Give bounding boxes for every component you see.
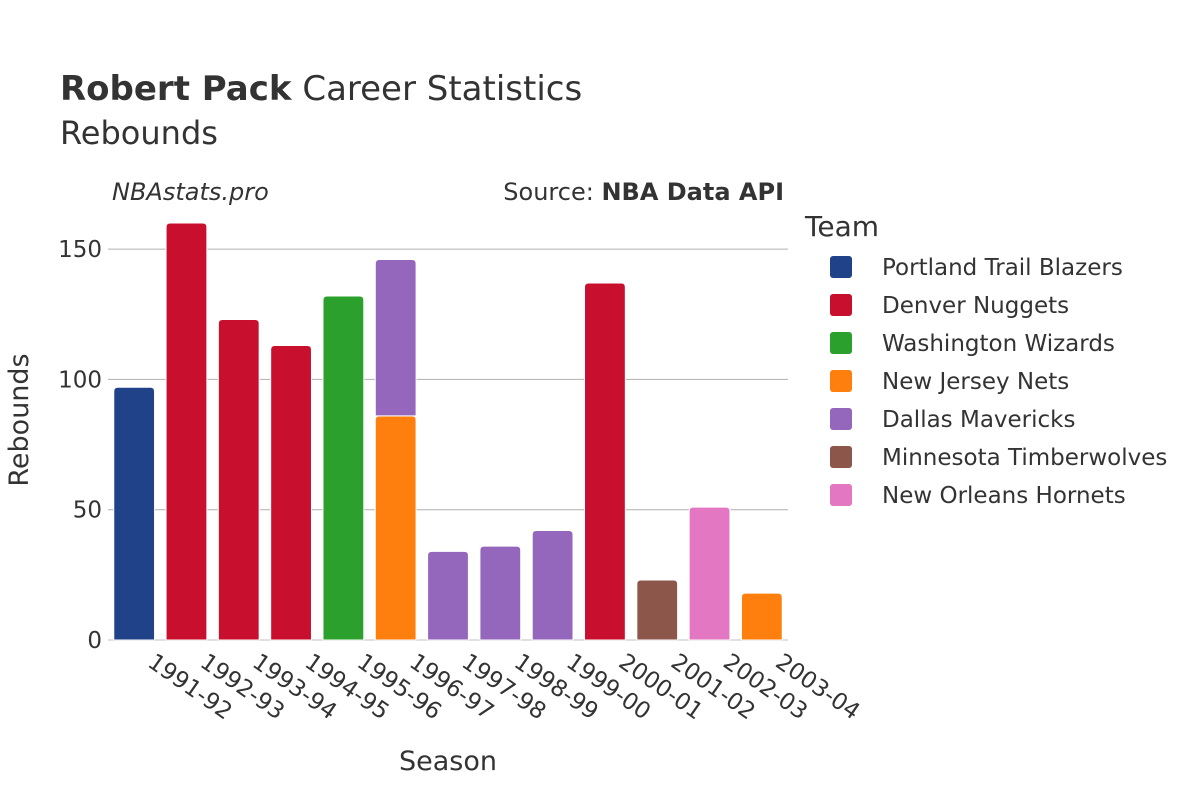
legend-swatch — [830, 408, 852, 430]
bar-segment — [113, 386, 156, 641]
chart-title-player: Robert Pack — [60, 69, 293, 109]
legend-swatch — [830, 332, 852, 354]
legend-swatch — [830, 256, 852, 278]
x-tick-labels: 1991-921992-931993-941994-951995-961996-… — [143, 649, 864, 725]
bar-segment — [688, 506, 731, 641]
legend-label: Portland Trail Blazers — [882, 255, 1123, 281]
legend-label: Washington Wizards — [882, 331, 1115, 357]
y-tick-label: 100 — [58, 367, 102, 393]
source-name: NBA Data API — [601, 178, 784, 206]
bar-segment — [427, 550, 469, 641]
bar-segment — [374, 259, 417, 417]
bars — [113, 222, 783, 641]
bar-segment — [217, 318, 260, 641]
bar-segment — [740, 592, 783, 641]
y-tick-label: 0 — [87, 628, 102, 654]
y-axis-title: Rebounds — [4, 353, 35, 486]
legend-swatch — [830, 484, 852, 506]
bar-segment — [270, 345, 312, 641]
x-axis-title: Season — [399, 746, 497, 777]
bar-segment — [531, 530, 574, 641]
chart-subtitle: Rebounds — [60, 114, 218, 152]
bar-segment — [636, 579, 679, 641]
y-tick-labels: 0 50 100 150 — [58, 237, 102, 654]
bar-segment — [479, 545, 522, 641]
legend-swatch — [830, 446, 852, 468]
legend-label: Minnesota Timberwolves — [882, 445, 1167, 471]
bar-segment — [322, 295, 365, 641]
site-credit: NBAstats.pro — [112, 178, 269, 206]
legend: Portland Trail Blazers Denver Nuggets Wash… — [830, 255, 1167, 509]
y-tick-label: 150 — [58, 237, 102, 263]
chart-title-rest: Career Statistics — [292, 69, 583, 109]
bar-segment — [584, 282, 626, 641]
source-credit: Source: NBA Data API — [503, 178, 784, 206]
bar-segment — [165, 222, 208, 641]
y-tick-label: 50 — [73, 498, 102, 524]
legend-label: Denver Nuggets — [882, 293, 1069, 319]
legend-swatch — [830, 370, 852, 392]
legend-label: New Orleans Hornets — [882, 483, 1126, 509]
legend-swatch — [830, 294, 852, 316]
bar-segment — [374, 415, 417, 641]
legend-title: Team — [804, 210, 879, 243]
chart-title: Robert Pack Career Statistics — [60, 69, 582, 109]
legend-label: Dallas Mavericks — [882, 407, 1075, 433]
source-prefix: Source: — [503, 178, 601, 206]
legend-label: New Jersey Nets — [882, 369, 1069, 395]
